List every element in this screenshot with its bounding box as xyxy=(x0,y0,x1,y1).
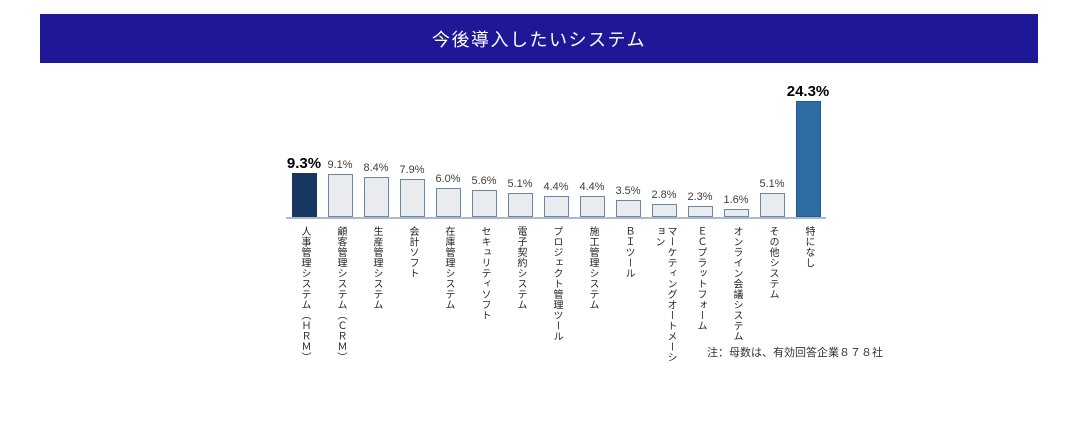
category-label: 人事管理システム（ＨＲＭ） xyxy=(299,226,310,363)
value-label: 3.5% xyxy=(615,185,641,197)
category-cell: 顧客管理システム（ＣＲＭ） xyxy=(322,226,358,368)
chart-footnote: 注：母数は、有効回答企業８７８社 xyxy=(707,347,883,359)
bar xyxy=(327,174,353,217)
bar xyxy=(759,193,785,217)
category-cell: ＥＣプラットフォーム xyxy=(682,226,718,368)
category-label: ＥＣプラットフォーム xyxy=(695,226,706,331)
bar-column: 4.4% xyxy=(574,182,610,217)
bar xyxy=(399,179,425,217)
category-cell: 特になし xyxy=(790,226,826,368)
bar-column: 4.4% xyxy=(538,182,574,217)
category-cell: セキュリティソフト xyxy=(466,226,502,368)
bar xyxy=(579,196,605,217)
value-label: 4.4% xyxy=(543,181,569,193)
category-cell: 人事管理システム（ＨＲＭ） xyxy=(286,226,322,368)
value-label: 1.6% xyxy=(723,194,749,206)
value-label: 5.6% xyxy=(471,175,497,187)
category-label: その他システム xyxy=(767,226,778,300)
category-cell: オンライン会議システム xyxy=(718,226,754,368)
category-label: 在庫管理システム xyxy=(443,226,454,310)
bar-column: 24.3% xyxy=(787,84,829,217)
bar xyxy=(363,177,389,217)
bar xyxy=(651,204,677,217)
category-label: オンライン会議システム xyxy=(731,226,742,342)
category-label: 電子契約システム xyxy=(515,226,526,310)
category-label: ＢＩツール xyxy=(623,226,634,279)
bar-column: 5.6% xyxy=(466,176,502,217)
bar-column: 7.9% xyxy=(394,165,430,217)
bar xyxy=(615,200,641,217)
value-label: 24.3% xyxy=(786,83,830,100)
value-label: 2.3% xyxy=(687,191,713,203)
category-label: 生産管理システム xyxy=(371,226,382,310)
bar xyxy=(723,209,749,217)
value-label: 5.1% xyxy=(759,178,785,190)
value-label: 2.8% xyxy=(651,189,677,201)
value-label: 9.3% xyxy=(286,155,322,172)
chart-title: 今後導入したいシステム xyxy=(432,29,646,50)
category-label: マーケティングオートメーション xyxy=(653,226,676,363)
bar-column: 2.8% xyxy=(646,190,682,217)
x-axis-line xyxy=(286,217,826,219)
value-label: 6.0% xyxy=(435,173,461,185)
category-cell: 生産管理システム xyxy=(358,226,394,368)
bar-column: 9.1% xyxy=(322,160,358,217)
value-label: 4.4% xyxy=(579,181,605,193)
value-label: 8.4% xyxy=(363,162,389,174)
bar-column: 5.1% xyxy=(754,179,790,217)
category-cell: 施工管理システム xyxy=(574,226,610,368)
category-label: 施工管理システム xyxy=(587,226,598,310)
bar-column: 1.6% xyxy=(718,195,754,217)
category-cell: その他システム xyxy=(754,226,790,368)
bar xyxy=(507,193,533,217)
bars-area: 9.3% 9.1% 8.4% 7.9% 6.0% 5.6% 5.1% 4.4% 4.4% 3.5%… xyxy=(286,84,829,217)
bar-column: 2.3% xyxy=(682,192,718,217)
bar-column: 3.5% xyxy=(610,186,646,217)
category-cell: ＢＩツール xyxy=(610,226,646,368)
value-label: 7.9% xyxy=(399,164,425,176)
bar-column: 9.3% xyxy=(286,156,322,217)
bar-column: 8.4% xyxy=(358,163,394,217)
category-labels-area: 人事管理システム（ＨＲＭ） 顧客管理システム（ＣＲＭ） 生産管理システム 会計ソフト 在… xyxy=(286,226,826,368)
value-label: 5.1% xyxy=(507,178,533,190)
bar xyxy=(471,190,497,217)
bar xyxy=(687,206,713,217)
bar xyxy=(543,196,569,217)
category-label: 会計ソフト xyxy=(407,226,418,279)
category-label: 特になし xyxy=(803,226,814,268)
category-label: セキュリティソフト xyxy=(479,226,490,321)
category-cell: 在庫管理システム xyxy=(430,226,466,368)
category-label: プロジェクト管理ツール xyxy=(551,226,562,342)
bar-column: 5.1% xyxy=(502,179,538,217)
category-cell: マーケティングオートメーション xyxy=(646,226,682,368)
bar xyxy=(291,173,317,217)
bar-column: 6.0% xyxy=(430,174,466,217)
category-cell: 会計ソフト xyxy=(394,226,430,368)
bar xyxy=(435,188,461,217)
category-cell: プロジェクト管理ツール xyxy=(538,226,574,368)
category-cell: 電子契約システム xyxy=(502,226,538,368)
bar-chart: 9.3% 9.1% 8.4% 7.9% 6.0% 5.6% 5.1% 4.4% 4.4% 3.5%… xyxy=(286,84,829,368)
category-label: 顧客管理システム（ＣＲＭ） xyxy=(335,226,346,363)
value-label: 9.1% xyxy=(327,159,353,171)
bar xyxy=(795,101,821,217)
title-banner: 今後導入したいシステム xyxy=(40,14,1038,63)
